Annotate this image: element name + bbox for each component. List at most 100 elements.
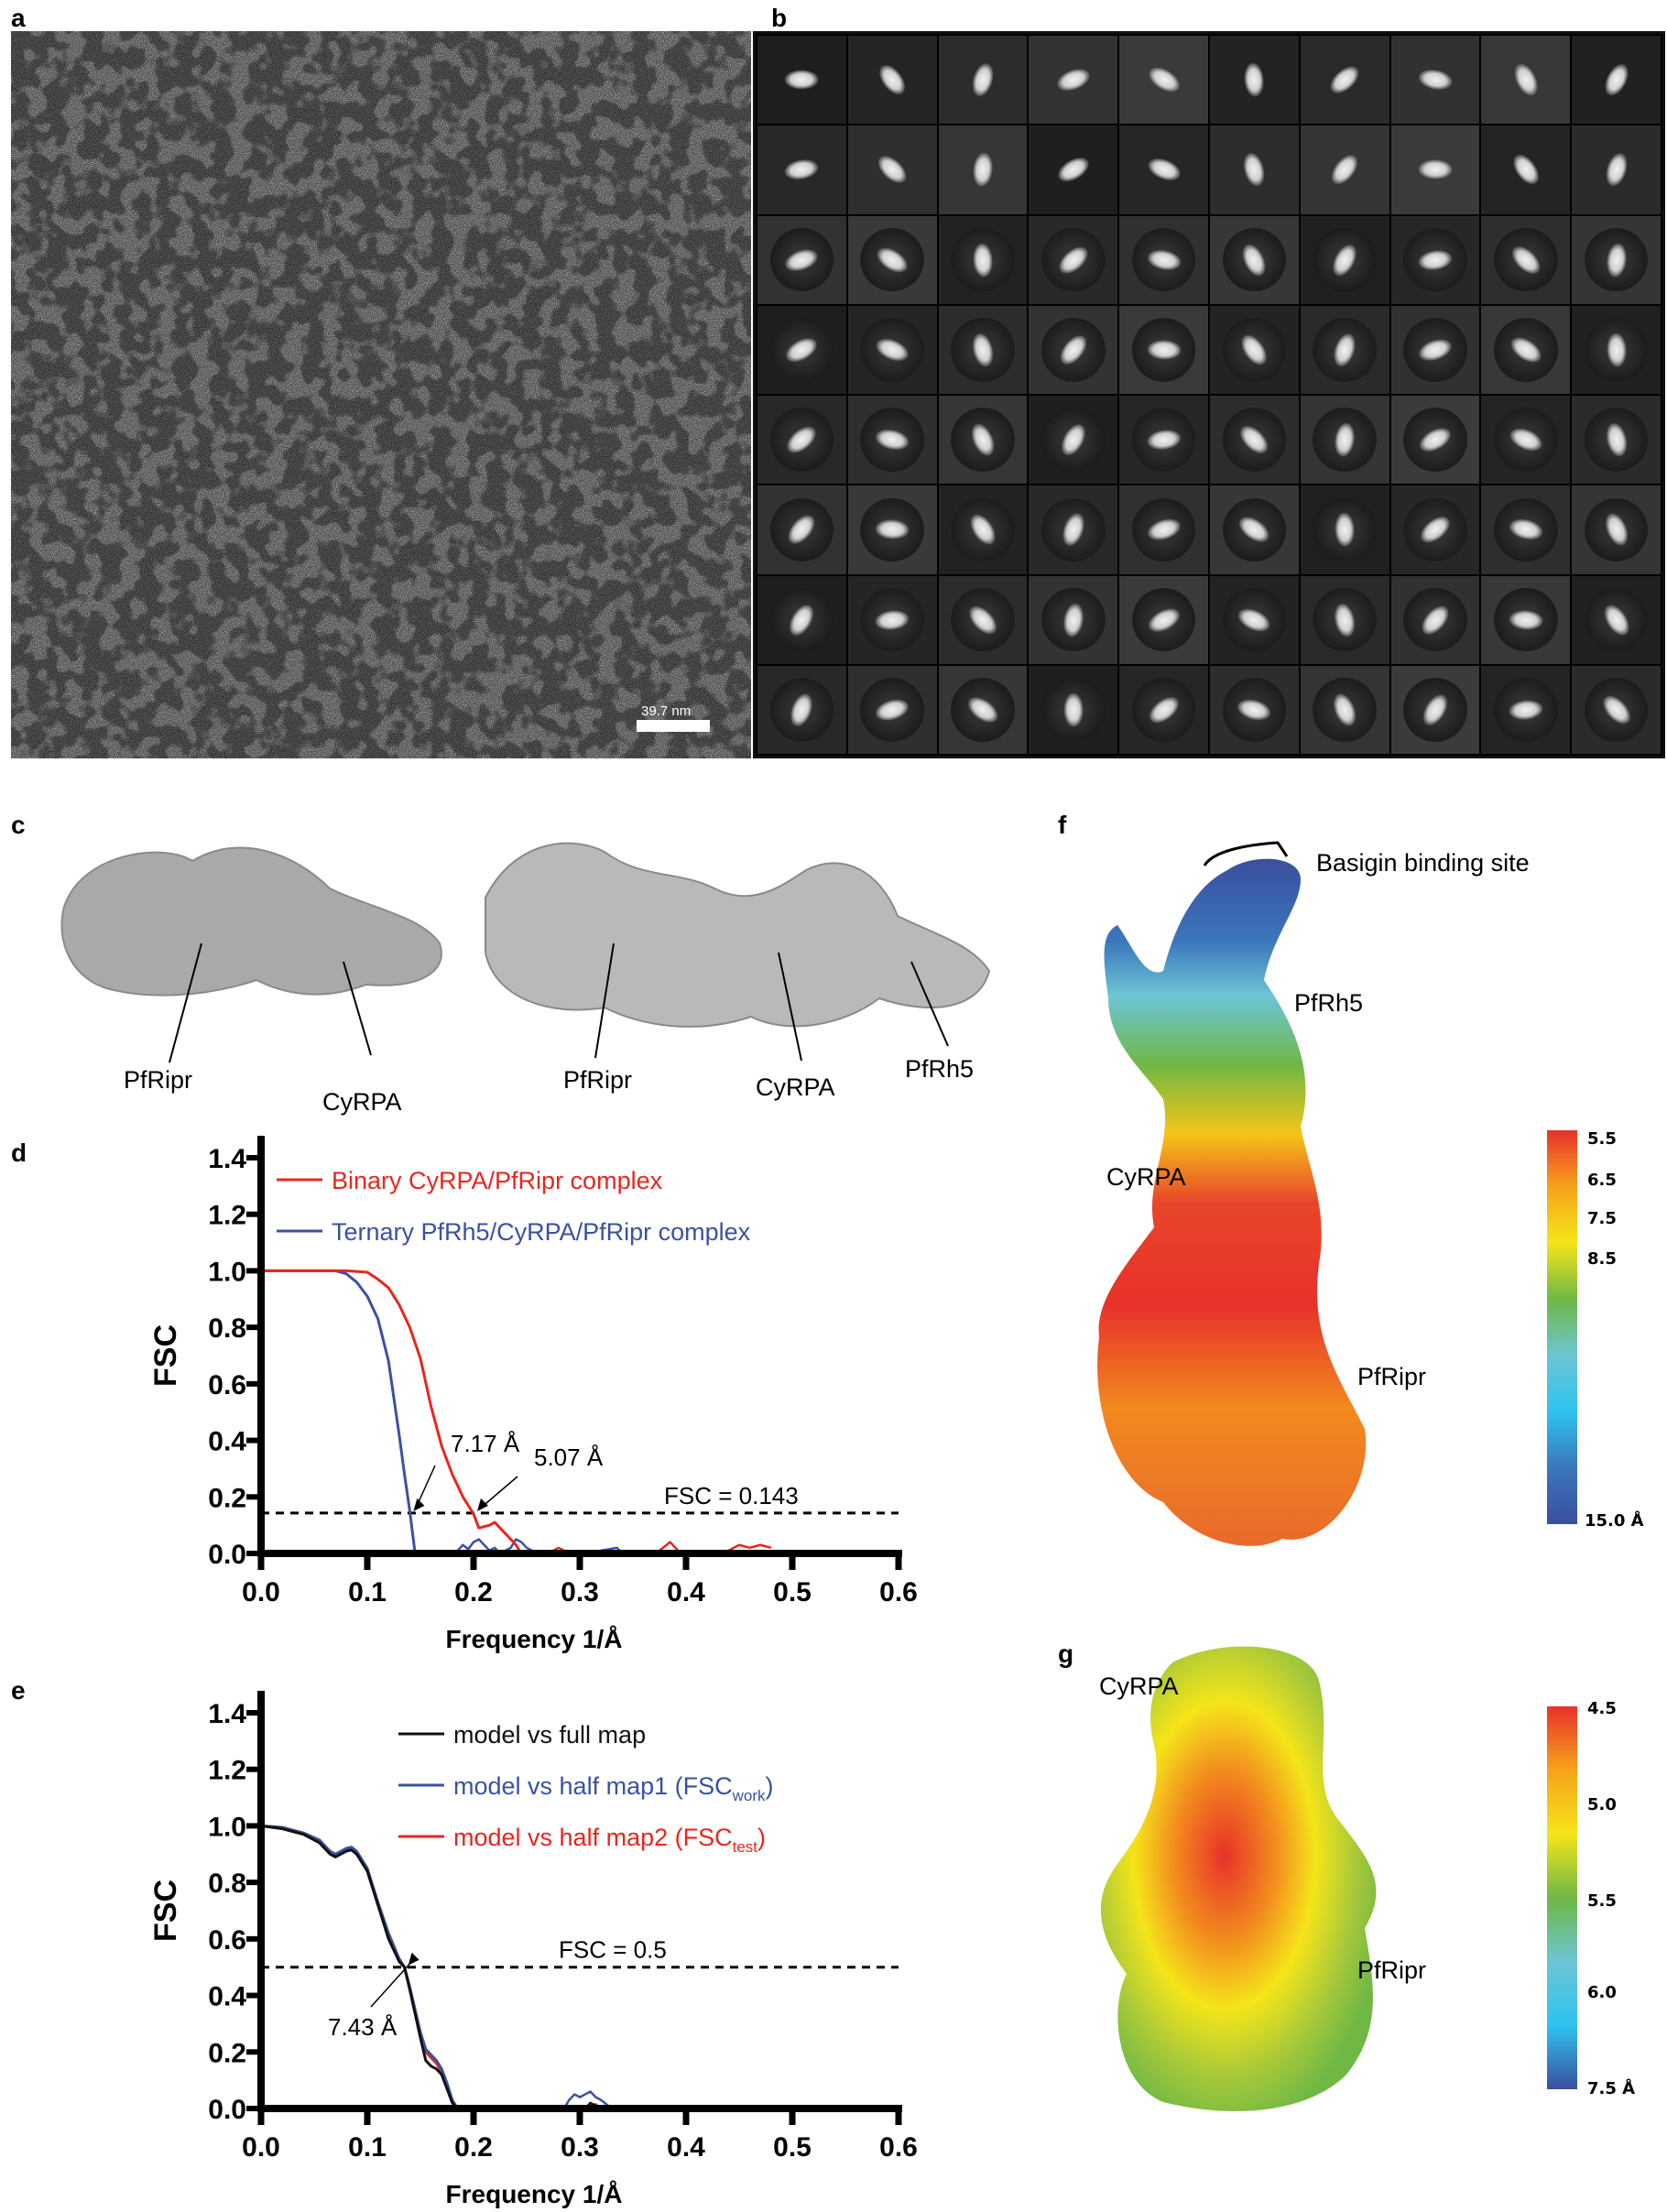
label-basigin-binding-site: Basigin binding site bbox=[1316, 849, 1530, 877]
binary-map bbox=[60, 846, 442, 997]
colorbar-g-tick: 5.0 bbox=[1587, 1795, 1617, 1814]
class-average bbox=[1572, 396, 1661, 485]
class-average bbox=[1390, 485, 1480, 574]
label-g-cyrpa: CyRPA bbox=[1099, 1673, 1179, 1700]
arrowhead bbox=[408, 1952, 419, 1966]
y-tick-label: 0.8 bbox=[208, 1869, 246, 1899]
y-tick-label: 0.0 bbox=[208, 2095, 246, 2125]
class-average bbox=[938, 575, 1028, 664]
class-average bbox=[938, 485, 1028, 574]
class-average bbox=[1119, 305, 1208, 394]
y-axis-label: FSC bbox=[148, 1880, 183, 1942]
y-tick-label: 0.0 bbox=[208, 1540, 246, 1570]
particle bbox=[1144, 62, 1183, 97]
class-average bbox=[757, 215, 846, 304]
annotation-label: 7.17 Å bbox=[451, 1430, 520, 1457]
particle bbox=[1326, 150, 1363, 190]
fsc-chart-d: FSC = 0.143 0.0 0.1 0.2 0.3 0.4 0.5 0.6 0.0 0.2 0.… bbox=[148, 1136, 918, 1653]
class-average bbox=[1029, 305, 1118, 394]
legend-label: model vs full map bbox=[453, 1721, 646, 1749]
particle bbox=[1243, 61, 1266, 98]
class-average bbox=[757, 396, 846, 485]
legend-label: model vs half map1 (FSCwork) bbox=[453, 1772, 774, 1804]
class-average bbox=[1481, 665, 1571, 754]
arrowhead bbox=[477, 1498, 488, 1511]
class-average bbox=[1029, 396, 1118, 485]
colorbar-g-tick: 6.0 bbox=[1587, 1983, 1617, 2002]
class-average bbox=[938, 665, 1028, 754]
class-average bbox=[757, 485, 846, 574]
label-f-cyrpa: CyRPA bbox=[1106, 1163, 1186, 1191]
particle bbox=[1053, 64, 1093, 95]
label-c-right-pfrh5: PfRh5 bbox=[905, 1055, 975, 1083]
annotation-label: 5.07 Å bbox=[534, 1444, 604, 1471]
class-average bbox=[847, 215, 937, 304]
series-line bbox=[260, 1824, 459, 2110]
class-average bbox=[1390, 665, 1480, 754]
particle bbox=[1602, 150, 1631, 190]
class-average bbox=[1029, 485, 1118, 574]
class-averages-grid bbox=[753, 31, 1665, 758]
x-tick-label: 0.6 bbox=[879, 2132, 918, 2163]
legend-label: model vs half map2 (FSCtest) bbox=[453, 1824, 766, 1856]
class-average bbox=[1300, 305, 1389, 394]
class-average bbox=[1119, 396, 1208, 485]
class-average bbox=[1029, 125, 1118, 214]
class-average bbox=[938, 125, 1028, 214]
class-average bbox=[938, 215, 1028, 304]
class-average bbox=[1300, 575, 1389, 664]
particle bbox=[1599, 60, 1633, 100]
particle bbox=[873, 151, 911, 189]
class-average bbox=[1029, 215, 1118, 304]
class-average bbox=[1300, 36, 1389, 125]
fsc-chart-e: FSC = 0.5 0.0 0.1 0.2 0.3 0.4 0.5 0.6 0.0 0.2 0.4 0… bbox=[148, 1691, 918, 2208]
series-line bbox=[260, 1824, 459, 2109]
ternary-map bbox=[485, 842, 991, 1028]
class-average bbox=[1029, 36, 1118, 125]
class-average bbox=[1119, 665, 1208, 754]
series-line bbox=[261, 1269, 523, 1554]
x-tick-label: 0.2 bbox=[454, 2132, 493, 2163]
y-tick-label: 1.0 bbox=[208, 1257, 246, 1287]
panel-label-b: b bbox=[771, 4, 788, 32]
x-tick-label: 0.5 bbox=[773, 1577, 812, 1607]
class-average bbox=[1210, 36, 1299, 125]
colorbar-g-tick: 4.5 bbox=[1587, 1699, 1617, 1718]
x-tick-label: 0.2 bbox=[454, 1577, 493, 1607]
y-tick-label: 0.4 bbox=[208, 1427, 246, 1457]
class-average bbox=[938, 305, 1028, 394]
class-average bbox=[1572, 305, 1661, 394]
annotation-arrow bbox=[370, 1963, 411, 2008]
panel-label-e: e bbox=[11, 1676, 26, 1705]
y-tick-label: 1.4 bbox=[208, 1699, 246, 1729]
local-resolution-map-f bbox=[1097, 841, 1367, 1546]
particle bbox=[874, 60, 910, 100]
legend-text: model vs half map2 (FSC bbox=[453, 1824, 733, 1851]
y-tick-label: 1.4 bbox=[208, 1144, 246, 1174]
legend-text: model vs half map1 (FSC bbox=[453, 1772, 733, 1800]
legend-paren: ) bbox=[766, 1772, 774, 1800]
class-average bbox=[847, 36, 937, 125]
class-average bbox=[847, 575, 937, 664]
class-average bbox=[1390, 396, 1480, 485]
x-tick-label: 0.1 bbox=[348, 2132, 387, 2163]
particle bbox=[1062, 692, 1084, 727]
local-resolution-map-g bbox=[1100, 1646, 1377, 2111]
micrograph: 39.7 nm bbox=[11, 31, 751, 758]
class-average bbox=[1210, 396, 1299, 485]
class-average bbox=[847, 665, 937, 754]
legend-label: Ternary PfRh5/CyRPA/PfRipr complex bbox=[332, 1218, 751, 1246]
class-average bbox=[847, 305, 937, 394]
legend-label: Binary CyRPA/PfRipr complex bbox=[332, 1167, 663, 1194]
class-average bbox=[757, 665, 846, 754]
particle bbox=[1240, 150, 1269, 189]
class-average bbox=[1119, 36, 1208, 125]
class-average bbox=[1119, 215, 1208, 304]
class-average bbox=[1210, 665, 1299, 754]
micrograph-noise bbox=[15, 35, 747, 755]
y-axis-label: FSC bbox=[148, 1324, 183, 1387]
class-average bbox=[757, 125, 846, 214]
label-c-left-pfripr: PfRipr bbox=[124, 1066, 193, 1094]
class-average bbox=[847, 485, 937, 574]
x-tick-label: 0.4 bbox=[667, 1577, 705, 1607]
